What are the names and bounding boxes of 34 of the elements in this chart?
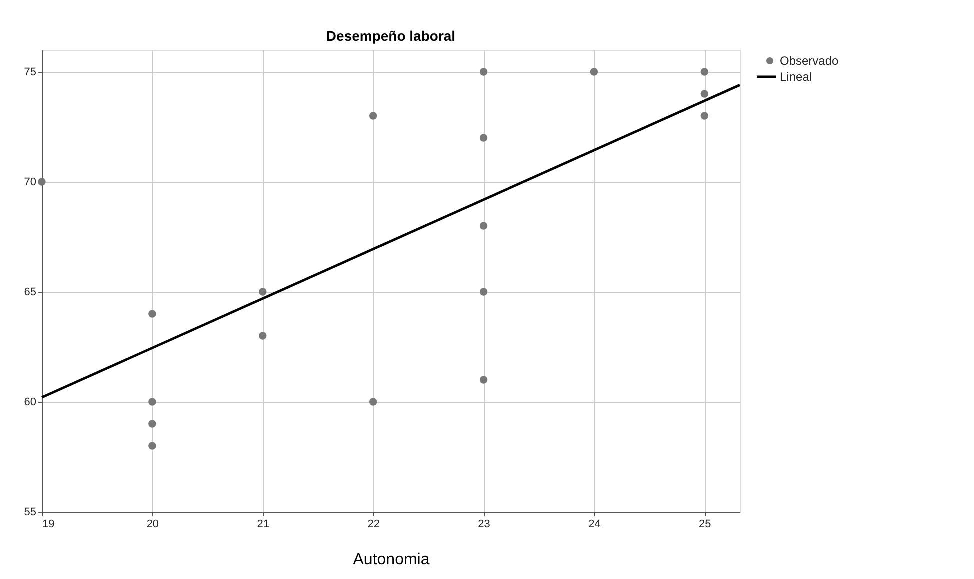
point <box>148 420 156 428</box>
chart-title: Desempeño laboral <box>326 28 456 44</box>
x-tick-label: 21 <box>257 518 270 530</box>
x-tick-label: 19 <box>42 518 55 530</box>
legend-label: Lineal <box>780 70 812 84</box>
x-tick-label: 25 <box>699 518 712 530</box>
point <box>590 68 598 76</box>
point <box>480 376 488 384</box>
y-tick-label: 75 <box>24 66 36 78</box>
point <box>480 134 488 142</box>
point <box>259 332 267 340</box>
x-tick-label: 24 <box>588 518 601 530</box>
point <box>700 68 709 76</box>
point <box>480 68 488 76</box>
point <box>38 178 46 186</box>
point <box>480 288 488 296</box>
point <box>369 398 378 406</box>
y-tick-label: 55 <box>24 506 36 518</box>
point <box>148 442 156 450</box>
x-tick-label: 20 <box>146 518 160 530</box>
y-tick-label: 70 <box>24 176 36 188</box>
point <box>700 112 709 120</box>
y-tick-label: 65 <box>24 286 36 298</box>
point <box>148 310 156 318</box>
x-tick-label: 23 <box>478 518 490 530</box>
x-tick-label: 22 <box>368 518 380 530</box>
point <box>700 90 709 98</box>
x-axis-title: Autonomia <box>353 552 430 568</box>
y-tick-label: 60 <box>24 396 36 408</box>
point <box>369 112 378 120</box>
legend-label: Observado <box>780 54 840 68</box>
point <box>259 288 267 296</box>
point <box>148 398 156 406</box>
point <box>480 222 488 230</box>
